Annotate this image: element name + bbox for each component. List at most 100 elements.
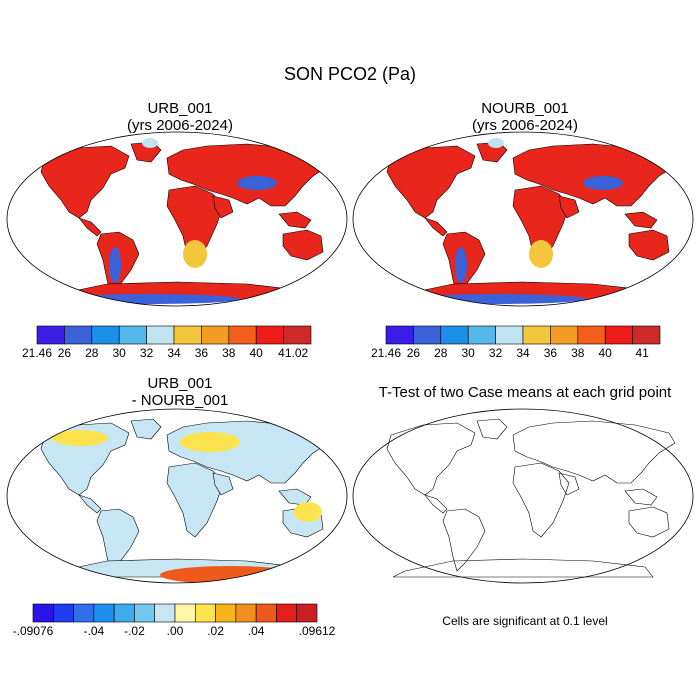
significance-note: Cells are significant at 0.1 level: [442, 614, 608, 628]
nourb-colorbar-label-0: 21.46: [370, 346, 402, 360]
diff-colorbar-box-7: [174, 603, 196, 623]
urb-colorbar-label-0: 21.46: [21, 346, 53, 360]
diff-europe-pos: [180, 432, 240, 452]
nourb-colorbar-box-8: [604, 325, 633, 345]
urb-colorbar-box-9: [283, 325, 312, 345]
nourb-colorbar-label-3: 30: [461, 346, 475, 360]
nourb-colorbar-box-9: [632, 325, 661, 345]
colorbar-diff: [32, 603, 318, 623]
diff-colorbar-box-9: [215, 603, 237, 623]
figure-title: SON PCO2 (Pa): [283, 64, 417, 84]
diff-colorbar-box-2: [73, 603, 95, 623]
panel-title-ttest: T-Test of two Case means at each grid po…: [378, 384, 672, 401]
urb-colorbar-box-7: [228, 325, 257, 345]
panel-nourb-name: NOURB_001: [481, 100, 569, 117]
nourb-colorbar-box-6: [550, 325, 579, 345]
map-ttest: [352, 408, 694, 584]
nourb-map-border: [352, 131, 694, 307]
nourb-asia-low: [583, 176, 623, 190]
urb-colorbar-label-4: 32: [139, 346, 154, 360]
diff-aus-pos: [294, 502, 322, 522]
urb-map-border: [6, 131, 348, 307]
diff-colorbar-box-13: [296, 603, 318, 623]
diff-colorbar-box-5: [134, 603, 156, 623]
panel-urb-years: (yrs 2006-2024): [127, 117, 233, 134]
nourb-land: [386, 141, 676, 301]
nourb-colorbar-box-3: [467, 325, 496, 345]
diff-colorbar-label-1: -.04: [83, 624, 105, 638]
nourb-africa-mid: [529, 240, 553, 268]
diff-colorbar-box-0: [32, 603, 54, 623]
ttest-coastlines: [386, 418, 676, 578]
nourb-colorbar-label-8: 40: [598, 346, 612, 360]
diff-colorbar-label-0: -.09076: [12, 624, 54, 638]
map-nourb: [352, 131, 694, 307]
nourb-colorbar-box-4: [495, 325, 524, 345]
diff-colorbar-box-1: [52, 603, 74, 623]
nourb-colorbar-label-5: 34: [516, 346, 530, 360]
panel-diff-name: URB_001: [147, 375, 213, 392]
nourb-greenland-low: [488, 138, 504, 148]
panel-title-nourb: NOURB_001 (yrs 2006-2024): [425, 100, 625, 134]
nourb-colorbar-box-2: [440, 325, 469, 345]
urb-land: [40, 141, 330, 301]
urb-colorbar-label-9: 41.02: [278, 346, 309, 360]
urb-asia-low: [237, 176, 277, 190]
diff-colorbar-label-3: .00: [166, 624, 184, 638]
urb-colorbar-label-7: 38: [222, 346, 236, 360]
urb-africa-mid: [183, 240, 207, 268]
diff-colorbar-box-3: [93, 603, 115, 623]
diff-colorbar-label-5: .04: [247, 624, 265, 638]
urb-colorbar-label-5: 34: [167, 346, 181, 360]
diff-colorbar-box-4: [113, 603, 135, 623]
panel-title-urb: URB_001 (yrs 2006-2024): [80, 100, 280, 134]
urb-colorbar-label-2: 28: [85, 346, 99, 360]
urb-colorbar-box-5: [173, 325, 202, 345]
urb-greenland-low: [142, 138, 158, 148]
urb-antarctica-low: [60, 294, 240, 304]
colorbar-urb: [36, 325, 312, 345]
nourb-colorbar-label-4: 32: [488, 346, 503, 360]
urb-andes-low: [109, 247, 121, 283]
diff-colorbar-label-6: .09612: [298, 624, 336, 638]
urb-colorbar-label-8: 40: [249, 346, 263, 360]
diff-colorbar-box-12: [276, 603, 298, 623]
diff-antarctica-pos: [160, 566, 300, 583]
panel-nourb-years: (yrs 2006-2024): [472, 117, 578, 134]
nourb-colorbar-label-2: 28: [434, 346, 448, 360]
nourb-colorbar-label-1: 26: [406, 346, 421, 360]
urb-colorbar-label-1: 26: [57, 346, 72, 360]
urb-colorbar-box-0: [36, 325, 65, 345]
nourb-colorbar-box-1: [413, 325, 442, 345]
urb-colorbar-box-2: [91, 325, 120, 345]
diff-colorbar-box-6: [154, 603, 176, 623]
diff-colorbar-box-10: [235, 603, 257, 623]
urb-colorbar-box-3: [118, 325, 147, 345]
diff-colorbar-label-4: .02: [207, 624, 224, 638]
nourb-colorbar-box-5: [522, 325, 551, 345]
diff-colorbar-box-11: [255, 603, 277, 623]
nourb-colorbar-box-0: [385, 325, 414, 345]
diff-map-border: [6, 408, 348, 584]
map-urb: [6, 131, 348, 307]
nourb-antarctica-low: [406, 294, 586, 304]
urb-colorbar-box-8: [255, 325, 284, 345]
panel-title-diff: URB_001 - NOURB_001: [80, 375, 280, 409]
diff-colorbar-box-8: [194, 603, 216, 623]
urb-colorbar-box-6: [201, 325, 230, 345]
diff-na-pos: [52, 430, 108, 446]
panel-urb-name: URB_001: [147, 100, 213, 117]
urb-colorbar-label-3: 30: [112, 346, 126, 360]
nourb-andes-low: [455, 247, 467, 283]
nourb-colorbar-box-7: [577, 325, 606, 345]
nourb-colorbar-label-9: 41: [635, 346, 649, 360]
urb-colorbar-label-6: 36: [194, 346, 209, 360]
ttest-map-border: [352, 408, 694, 584]
panel-diff-subtitle: - NOURB_001: [131, 392, 229, 409]
diff-colorbar-label-2: -.02: [124, 624, 145, 638]
nourb-colorbar-label-6: 36: [543, 346, 558, 360]
colorbar-nourb: [385, 325, 661, 345]
map-diff: [6, 408, 348, 584]
urb-colorbar-box-1: [64, 325, 93, 345]
